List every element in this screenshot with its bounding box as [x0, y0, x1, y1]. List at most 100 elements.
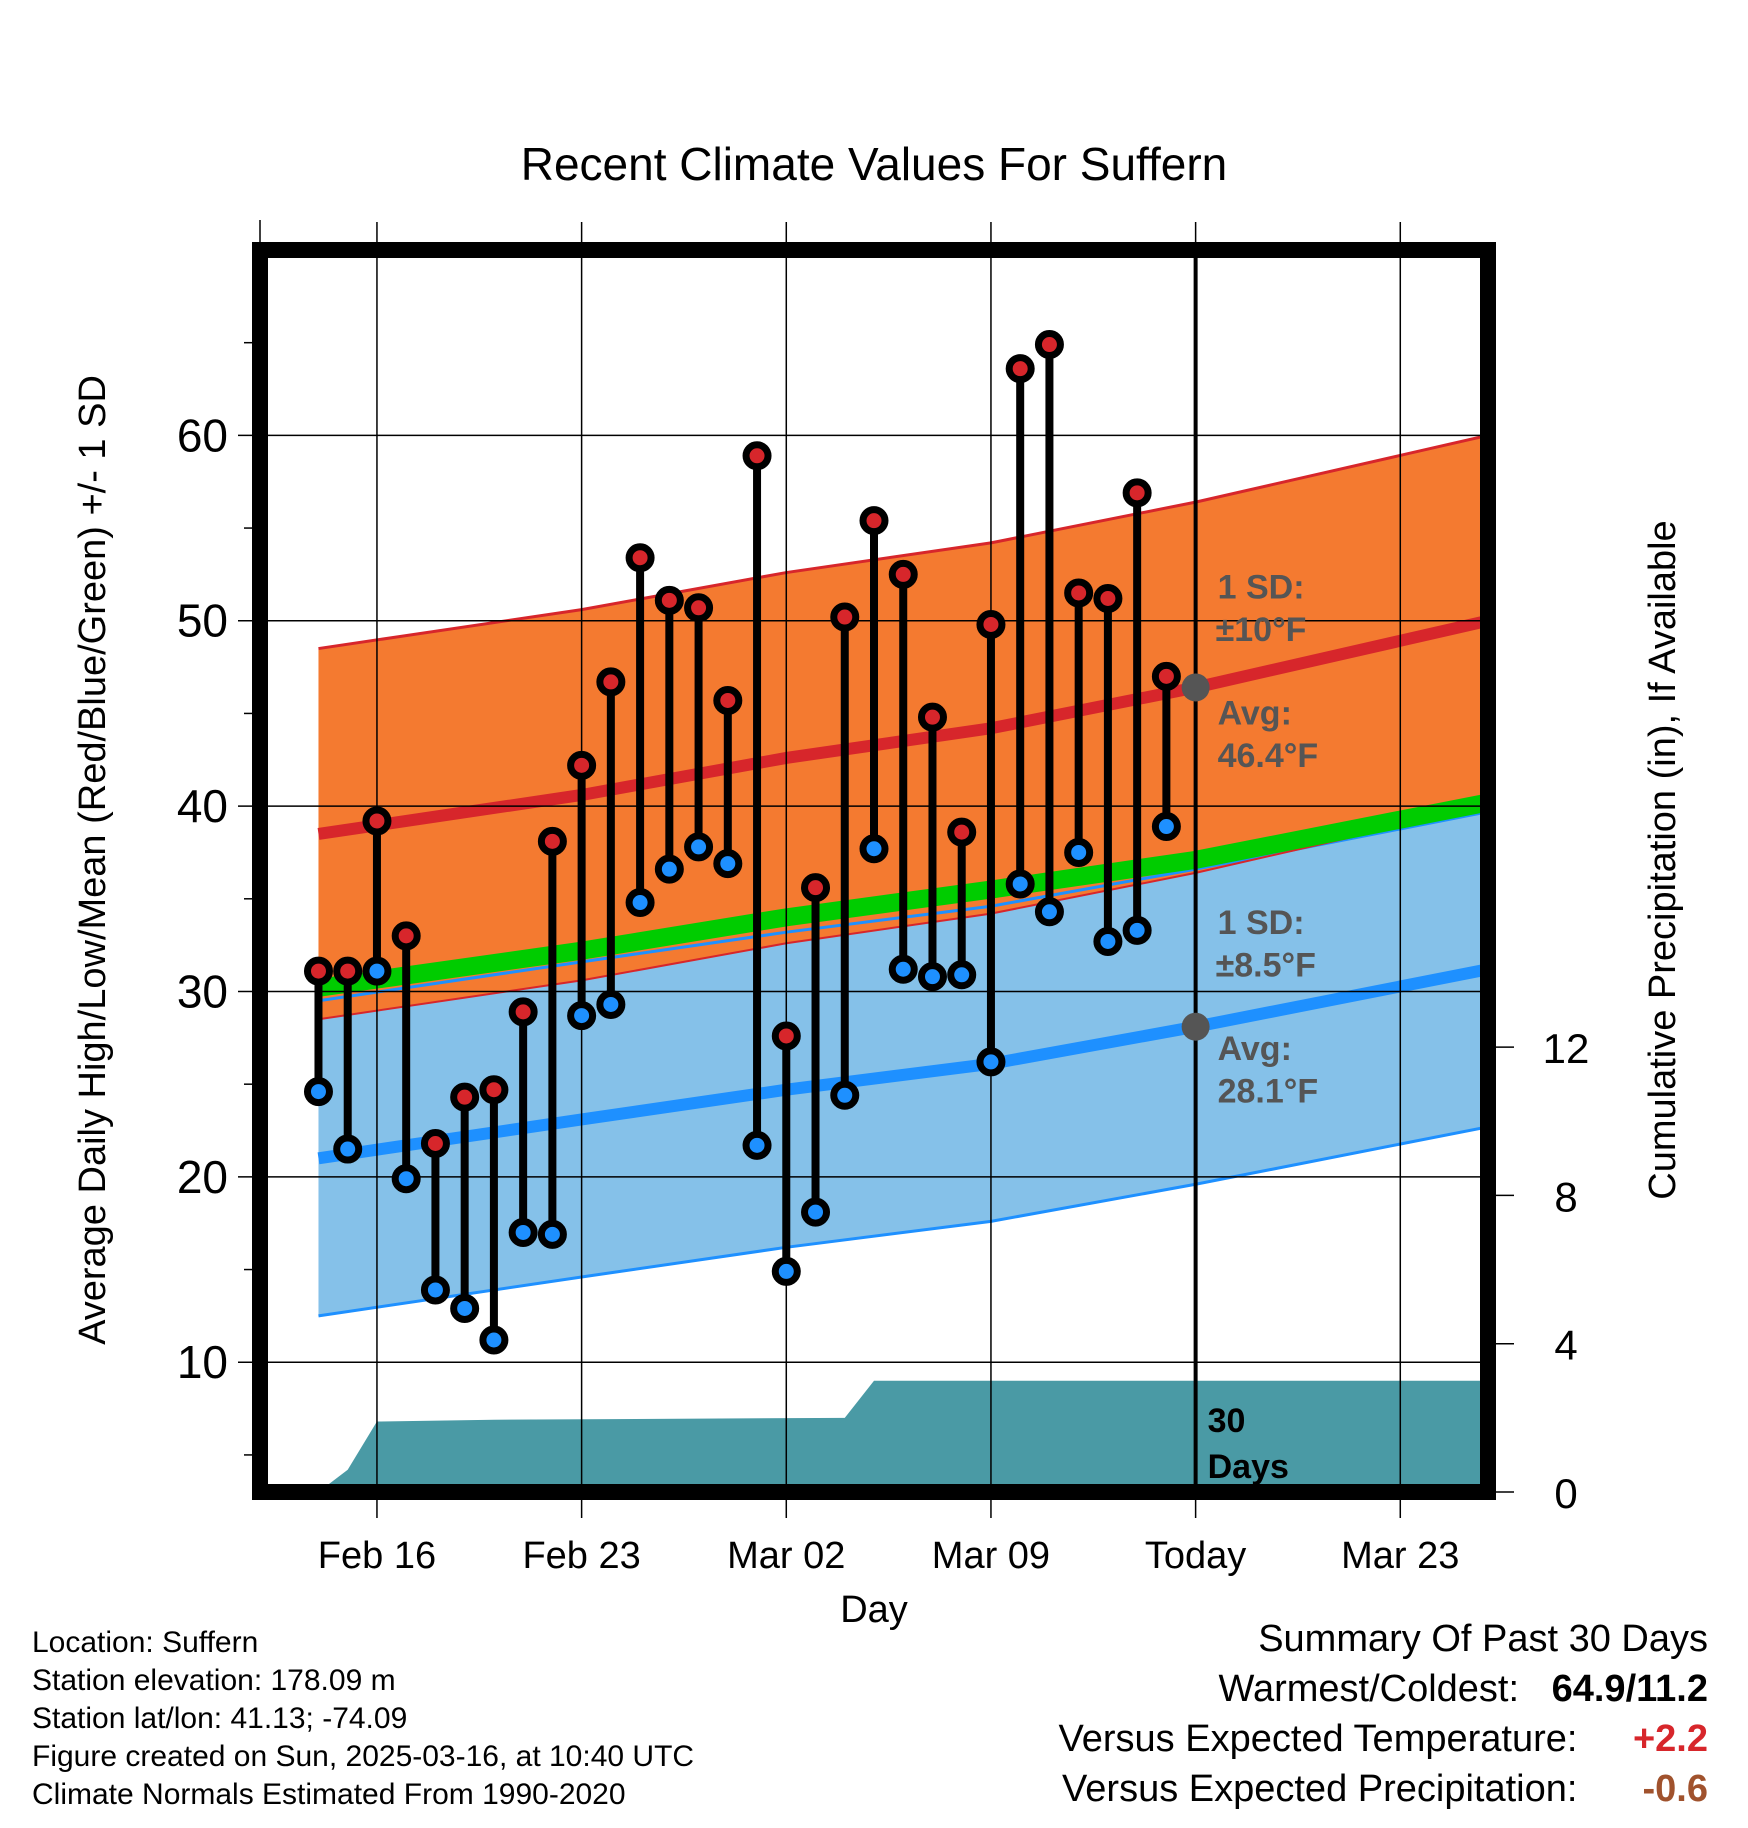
high-point [1034, 330, 1064, 360]
temp-departure-label: Versus Expected Temperature: [1058, 1718, 1578, 1760]
low-point [303, 1077, 333, 1107]
high-point [1093, 584, 1123, 614]
low-point [859, 834, 889, 864]
today-high-avg-marker [1181, 673, 1210, 702]
high-point [1005, 354, 1035, 384]
y2-tick-label: 8 [1554, 1173, 1577, 1220]
y-tick-label: 20 [177, 1151, 228, 1203]
low-sd-upper-edge [318, 810, 1488, 1003]
high-point [654, 585, 684, 615]
precip-area [289, 1380, 1488, 1492]
high-sd-label: 1 SD: [1218, 569, 1305, 607]
y-tick-label: 60 [177, 409, 228, 461]
high-point [596, 667, 626, 697]
low-point [801, 1197, 831, 1227]
low-point [742, 1130, 772, 1160]
low-point [1122, 915, 1152, 945]
low-point [1034, 897, 1064, 927]
high-point [742, 441, 772, 471]
x-tick-label: Feb 23 [522, 1535, 640, 1577]
y-tick-label: 10 [177, 1336, 228, 1388]
warmest-coldest-row: Warmest/Coldest: 64.9/11.2 [1059, 1664, 1708, 1714]
high-point [1064, 578, 1094, 608]
y-tick-label: 30 [177, 965, 228, 1017]
y-tick-label: 40 [177, 780, 228, 832]
low-point [362, 956, 392, 986]
low-point [1064, 837, 1094, 867]
low-point [976, 1047, 1006, 1077]
warmest-coldest-label: Warmest/Coldest: [1218, 1668, 1520, 1710]
normals-text: Climate Normals Estimated From 1990-2020 [32, 1778, 626, 1811]
station-info: Location: Suffern Station elevation: 178… [32, 1624, 694, 1814]
high-point [1122, 478, 1152, 508]
summary-title: Summary Of Past 30 Days [1258, 1618, 1708, 1660]
high-point [303, 956, 333, 986]
high-point [801, 873, 831, 903]
y2-axis-label: Cumulative Precipitation (in), If Availa… [1642, 520, 1684, 1199]
low-point [713, 849, 743, 879]
low-point [684, 832, 714, 862]
low-point [537, 1219, 567, 1249]
high-point [888, 559, 918, 589]
plot-frame [252, 242, 1496, 1500]
high-point [508, 997, 538, 1027]
high-avg-label: Avg: [1218, 695, 1292, 733]
latlon-text: Station lat/lon: 41.13; -74.09 [32, 1702, 408, 1735]
high-point [362, 806, 392, 836]
high-point [830, 602, 860, 632]
low-point [567, 1001, 597, 1031]
precip-departure-value: -0.6 [1642, 1768, 1708, 1810]
high-sd-upper-edge [318, 433, 1488, 651]
days-word: Days [1208, 1448, 1289, 1486]
today-low-avg-marker [1181, 1012, 1210, 1041]
x-tick-label: Today [1145, 1535, 1246, 1577]
axis-bottom: Feb 16 Feb 23 Mar 02 Mar 09 Today Mar 23 [318, 222, 1459, 1577]
high-point [976, 609, 1006, 639]
summary-panel: Summary Of Past 30 Days Warmest/Coldest:… [1059, 1614, 1708, 1814]
low-point [420, 1275, 450, 1305]
axis-left: 10 20 30 40 50 60 [177, 341, 252, 1456]
low-point [830, 1080, 860, 1110]
precip-departure-label: Versus Expected Precipitation: [1062, 1768, 1578, 1810]
low-point [625, 888, 655, 918]
high-point [333, 956, 363, 986]
y2-tick-label: 0 [1554, 1470, 1577, 1517]
daily-obs [303, 330, 1181, 1355]
warmest-coldest-value: 64.9/11.2 [1551, 1668, 1708, 1710]
high-point [859, 506, 889, 536]
plot-area: 1 SD: ±10°F Avg: 46.4°F 1 SD: ±8.5°F Avg: 28.1°… [177, 220, 1590, 1577]
low-point [888, 954, 918, 984]
x-tick-label: Mar 02 [727, 1535, 845, 1577]
high-avg-value: 46.4°F [1218, 737, 1319, 775]
chart-title: Recent Climate Values For Suffern [521, 138, 1228, 190]
low-point [1151, 812, 1181, 842]
low-avg-value: 28.1°F [1218, 1073, 1319, 1111]
high-point [917, 702, 947, 732]
low-point [479, 1325, 509, 1355]
elevation-text: Station elevation: 178.09 m [32, 1664, 396, 1697]
created-text: Figure created on Sun, 2025-03-16, at 10… [32, 1740, 695, 1773]
mean-band [317, 793, 1488, 997]
high-point [420, 1128, 450, 1158]
x-tick-label: Mar 09 [932, 1535, 1050, 1577]
low-point [391, 1164, 421, 1194]
high-point [479, 1075, 509, 1105]
high-point [625, 543, 655, 573]
high-sd-value: ±10°F [1216, 611, 1307, 649]
high-point [391, 921, 421, 951]
precip-departure-row: Versus Expected Precipitation: -0.6 [1059, 1764, 1708, 1814]
y2-tick-label: 12 [1543, 1025, 1590, 1072]
high-point [567, 750, 597, 780]
low-sd-lower-edge [318, 1125, 1488, 1318]
x-tick-label: Mar 23 [1341, 1535, 1459, 1577]
temp-departure-value: +2.2 [1632, 1718, 1708, 1760]
high-avg-line [317, 614, 1488, 840]
low-point [1093, 926, 1123, 956]
days-count: 30 [1208, 1402, 1246, 1440]
y2-tick-label: 4 [1554, 1322, 1577, 1369]
location-text: Location: Suffern [32, 1626, 259, 1659]
high-point [947, 817, 977, 847]
low-point [1005, 869, 1035, 899]
temp-departure-row: Versus Expected Temperature: +2.2 [1059, 1714, 1708, 1764]
